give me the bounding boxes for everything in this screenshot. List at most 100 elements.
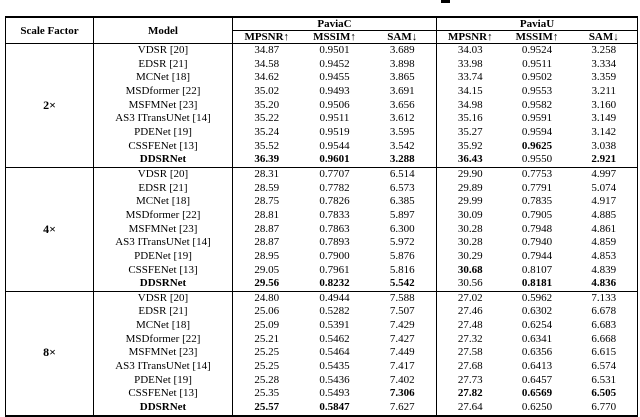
metric-value: 34.15 — [436, 84, 504, 99]
metric-value: 6.668 — [591, 332, 617, 345]
metric-value: 28.87 — [232, 222, 301, 237]
metric-value: 25.28 — [232, 373, 301, 388]
metric-value: 7.427 — [389, 332, 415, 345]
table-row: MSDformer [22] 25.21 0.5462 7.427 27.32 0.634… — [6, 332, 638, 347]
header-mssim-paviac: MSSIM↑ — [313, 31, 356, 43]
metric-value: 0.5436 — [319, 373, 350, 386]
metric-value: 6.505 — [591, 387, 617, 400]
metric-value: 0.8232 — [319, 277, 350, 290]
table-row: MSDformer [22] 35.02 0.9493 3.691 34.15 0.955… — [6, 84, 638, 99]
metric-value: 27.46 — [436, 305, 504, 320]
metric-value: 0.6254 — [521, 319, 553, 332]
header-mpsnr-paviau: MPSNR↑ — [436, 30, 504, 44]
metric-value: 0.9511 — [522, 57, 552, 70]
header-sam-paviau: SAM↓ — [588, 31, 619, 43]
metric-value: 0.9544 — [319, 139, 350, 152]
metric-value: 7.588 — [368, 290, 437, 306]
metric-value: 0.9519 — [319, 125, 350, 138]
metric-value: 0.7782 — [319, 181, 350, 194]
metric-value: 4.997 — [570, 166, 638, 182]
metric-value: 6.683 — [591, 319, 617, 332]
table-row: DDSRNet 25.57 0.5847 7.627 27.64 0.6250 6.770 — [6, 401, 638, 416]
metric-value: 30.28 — [436, 222, 504, 237]
scale-factor-cell: 8× — [5, 290, 94, 416]
metric-value: 4.859 — [591, 236, 617, 249]
table-row: MSFMNet [23] 35.20 0.9506 3.656 34.98 0.9582 3… — [6, 98, 638, 113]
table-row: DDSRNet 29.56 0.8232 5.542 30.56 0.8181 4.836 — [6, 277, 638, 292]
scale-factor-cell: 2× — [5, 43, 94, 168]
metric-value: 28.75 — [232, 195, 301, 209]
metric-value: 34.87 — [232, 42, 301, 58]
model-name: DDSRNet — [93, 277, 233, 292]
metric-value: 27.73 — [436, 373, 504, 388]
metric-value: 27.82 — [436, 387, 504, 402]
metric-value: 6.531 — [591, 373, 617, 386]
table-row: CSSFENet [13] 35.52 0.9544 3.542 35.92 0.9625… — [6, 139, 638, 154]
table-row: CSSFENet [13] 29.05 0.7961 5.816 30.68 0.8107… — [6, 263, 638, 278]
metric-value: 29.99 — [436, 195, 504, 209]
model-name: MSFMNet [23] — [93, 346, 233, 361]
metric-value: 29.05 — [232, 263, 301, 278]
metric-value: 28.81 — [232, 208, 301, 223]
model-name: DDSRNet — [93, 153, 233, 168]
model-name: MSDformer [22] — [93, 208, 233, 223]
metric-value: 5.876 — [389, 249, 415, 262]
model-name: CSSFENet [13] — [93, 387, 233, 402]
metric-value: 28.95 — [232, 249, 301, 264]
metric-value: 6.574 — [591, 360, 617, 373]
model-name: MCNet [18] — [93, 195, 233, 209]
metric-value: 29.56 — [232, 277, 301, 292]
metric-value: 3.288 — [389, 153, 415, 166]
metric-value: 35.52 — [232, 139, 301, 154]
metric-value: 7.627 — [389, 401, 415, 414]
metric-value: 0.7826 — [319, 195, 350, 208]
model-name: DDSRNet — [93, 401, 233, 416]
metric-value: 0.7833 — [319, 208, 350, 221]
metric-value: 34.62 — [232, 71, 301, 85]
table-row: 4× VDSR [20] 28.31 0.7707 6.514 29.90 0.7753 4.… — [5, 166, 638, 292]
metric-value: 28.31 — [232, 166, 301, 182]
metric-value: 36.43 — [436, 153, 504, 168]
metric-value: 0.5282 — [319, 305, 350, 318]
metric-value: 7.402 — [389, 373, 415, 386]
metric-value: 7.306 — [389, 387, 415, 400]
metric-value: 0.9506 — [319, 98, 350, 111]
metric-value: 34.58 — [232, 57, 301, 72]
metric-value: 0.6302 — [521, 305, 553, 318]
metric-value: 4.853 — [591, 249, 617, 262]
table-row: MCNet [18] 28.75 0.7826 6.385 29.99 0.7835 4.9… — [6, 195, 638, 209]
metric-value: 3.612 — [389, 112, 415, 125]
header-sam-paviac: SAM↓ — [387, 31, 418, 43]
metric-value: 6.300 — [389, 222, 415, 235]
metric-value: 36.39 — [232, 153, 301, 168]
table-row: AS3 ITransUNet [14] 28.87 0.7893 5.972 30.28… — [6, 236, 638, 250]
metric-value: 30.28 — [436, 236, 504, 250]
metric-value: 0.6341 — [521, 332, 553, 345]
metric-value: 0.6569 — [521, 387, 553, 400]
header-mssim-paviau: MSSIM↑ — [515, 31, 559, 43]
model-name: PDENet [19] — [93, 125, 233, 140]
metric-value: 3.211 — [591, 84, 616, 97]
table-row: 8× VDSR [20] 24.80 0.4944 7.588 27.02 0.5962 7.… — [5, 290, 638, 416]
header-group-row: Scale Factor Model PaviaC PaviaU — [5, 17, 638, 44]
metric-value: 0.9455 — [319, 71, 350, 84]
metric-value: 27.64 — [436, 401, 504, 416]
metric-value: 3.359 — [591, 71, 617, 84]
model-name: MSFMNet [23] — [93, 98, 233, 113]
table-row: PDENet [19] 28.95 0.7900 5.876 30.29 0.7944 4.… — [6, 249, 638, 264]
metric-value: 35.16 — [436, 112, 504, 126]
metric-value: 0.7961 — [319, 263, 350, 276]
metric-value: 25.25 — [232, 360, 301, 374]
caption-fragment-mark — [441, 0, 450, 3]
metric-value: 24.80 — [232, 290, 301, 306]
metric-value: 0.6250 — [521, 401, 553, 414]
table-row: AS3 ITransUNet [14] 35.22 0.9511 3.612 35.16… — [6, 112, 638, 126]
metric-value: 0.9594 — [521, 125, 553, 138]
metric-value: 34.03 — [436, 42, 504, 58]
metric-value: 35.22 — [232, 112, 301, 126]
metric-value: 0.4944 — [300, 290, 369, 306]
header-model: Model — [93, 17, 233, 44]
metric-value: 27.02 — [436, 290, 504, 306]
model-name: VDSR [20] — [93, 42, 233, 58]
